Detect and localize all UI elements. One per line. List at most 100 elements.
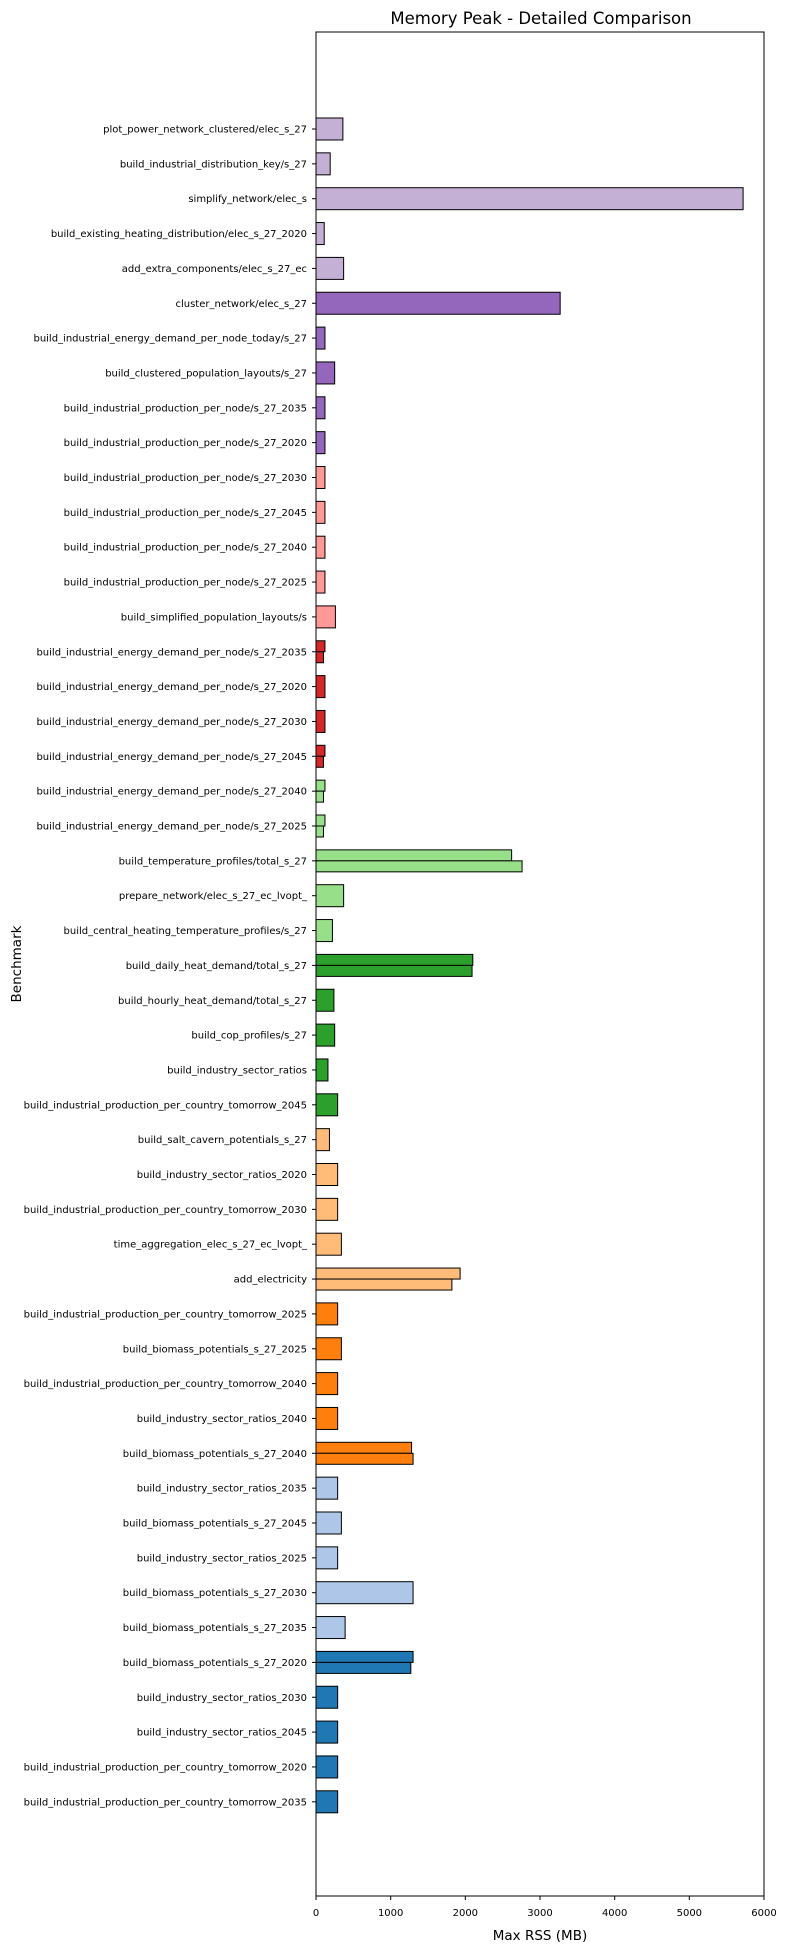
y-tick-label: build_industry_sector_ratios_2030 (137, 1693, 307, 1704)
bar-40-0 (315, 1511, 342, 1535)
y-tick-label: time_aggregation_elec_s_27_ec_lvopt_ (114, 1240, 308, 1251)
y-tick-label: build_temperature_profiles/total_s_27 (119, 856, 307, 867)
chart-title: Memory Peak - Detailed Comparison (390, 9, 691, 28)
bar-35-0 (315, 1337, 342, 1361)
bar-10-0 (315, 466, 326, 489)
bar-8-0 (315, 396, 326, 420)
y-tick-label: build_industrial_energy_demand_per_node/… (36, 822, 307, 833)
x-tick-label: 4000 (602, 1908, 627, 1919)
bar-44-0 (315, 1650, 414, 1663)
y-tick-label: cluster_network/elec_s_27 (175, 299, 307, 310)
y-tick-label: build_daily_heat_demand/total_s_27 (126, 961, 307, 972)
bar-18-1 (315, 755, 324, 768)
bar-30-0 (315, 1163, 339, 1186)
bar-24-0 (315, 953, 474, 966)
bar-17-0 (315, 709, 326, 733)
y-tick-label: plot_power_network_clustered/elec_s_27 (103, 125, 307, 136)
y-tick-labels: plot_power_network_clustered/elec_s_27bu… (24, 125, 316, 1808)
y-tick-label: build_industrial_production_per_node/s_2… (64, 508, 307, 519)
bar-22-0 (315, 884, 345, 908)
y-tick-label: build_hourly_heat_demand/total_s_27 (118, 996, 307, 1007)
y-tick-label: add_extra_components/elec_s_27_ec (122, 264, 307, 275)
bar-9-0 (315, 431, 326, 455)
bar-42-0 (315, 1581, 414, 1605)
y-tick-label: build_industrial_energy_demand_per_node/… (36, 682, 307, 693)
y-tick-label: build_industrial_production_per_country_… (24, 1100, 307, 1111)
bar-37-0 (315, 1406, 339, 1430)
bar-19-1 (315, 790, 324, 803)
bar-3-0 (315, 222, 325, 246)
y-tick-label: build_industrial_energy_demand_per_node/… (36, 752, 307, 763)
bar-38-1 (315, 1452, 414, 1465)
bar-39-0 (315, 1476, 339, 1500)
x-tick-label: 5000 (677, 1908, 702, 1919)
bar-13-0 (315, 570, 326, 594)
bar-34-0 (315, 1302, 339, 1326)
bar-31-0 (315, 1197, 339, 1221)
y-tick-label: build_biomass_potentials_s_27_2040 (123, 1449, 307, 1460)
y-tick-label: build_industrial_energy_demand_per_node/… (36, 647, 307, 658)
x-axis-label: Max RSS (MB) (493, 1928, 587, 1944)
y-tick-label: build_industry_sector_ratios_2025 (137, 1553, 307, 1564)
y-tick-label: build_industry_sector_ratios (167, 1065, 307, 1076)
x-tick-label: 0 (313, 1908, 319, 1919)
y-tick-label: simplify_network/elec_s (188, 194, 307, 205)
bar-6-0 (315, 326, 326, 350)
y-tick-label: build_clustered_population_layouts/s_27 (105, 368, 307, 379)
x-tick-label: 1000 (378, 1908, 403, 1919)
y-tick-label: build_central_heating_temperature_profil… (64, 926, 307, 937)
y-axis-label: Benchmark (9, 925, 25, 1002)
y-tick-label: build_cop_profiles/s_27 (191, 1031, 307, 1042)
bar-25-0 (315, 988, 335, 1012)
y-tick-label: build_industrial_energy_demand_per_node_… (33, 334, 307, 345)
x-tick-label: 2000 (453, 1908, 478, 1919)
bar-38-0 (315, 1441, 413, 1454)
bar-48-0 (315, 1790, 339, 1814)
y-tick-label: build_industrial_energy_demand_per_node/… (36, 787, 307, 798)
y-tick-label: build_industrial_production_per_country_… (24, 1309, 307, 1320)
bar-33-1 (315, 1278, 453, 1291)
y-tick-label: build_simplified_population_layouts/s (121, 612, 307, 623)
bar-44-1 (315, 1661, 412, 1674)
bar-7-0 (315, 361, 336, 385)
y-tick-label: build_industry_sector_ratios_2020 (137, 1170, 307, 1181)
bar-33-0 (315, 1267, 461, 1280)
bar-28-0 (315, 1093, 339, 1117)
bar-46-0 (315, 1720, 339, 1744)
bar-26-0 (315, 1023, 336, 1047)
y-tick-label: build_biomass_potentials_s_27_2025 (123, 1344, 307, 1355)
bar-20-1 (315, 825, 324, 838)
bar-16-0 (315, 675, 326, 699)
y-tick-label: build_industry_sector_ratios_2035 (137, 1484, 307, 1495)
plot-frame (315, 31, 765, 1897)
bar-0-0 (315, 117, 344, 141)
y-tick-label: prepare_network/elec_s_27_ec_lvopt_ (119, 891, 308, 902)
y-tick-label: build_industry_sector_ratios_2040 (137, 1414, 307, 1425)
y-tick-label: build_industrial_production_per_node/s_2… (64, 578, 307, 589)
y-tick-label: build_industrial_production_per_node/s_2… (64, 403, 307, 414)
bar-5-0 (315, 291, 561, 315)
bars-layer (315, 117, 744, 1814)
y-tick-label: add_electricity (234, 1275, 307, 1286)
y-tick-label: build_industrial_production_per_node/s_2… (64, 438, 307, 449)
bar-29-0 (315, 1128, 330, 1152)
bar-24-1 (315, 964, 473, 977)
bar-32-0 (315, 1232, 342, 1256)
bar-47-0 (315, 1755, 339, 1779)
bar-20-0 (315, 814, 326, 827)
y-tick-label: build_industrial_production_per_country_… (24, 1205, 307, 1216)
y-tick-label: build_industrial_distribution_key/s_27 (120, 159, 307, 170)
y-tick-label: build_industrial_production_per_node/s_2… (64, 543, 307, 554)
y-tick-label: build_industrial_production_per_country_… (24, 1762, 307, 1773)
y-tick-label: build_salt_cavern_potentials_s_27 (138, 1135, 307, 1146)
bar-15-1 (315, 651, 324, 664)
bar-23-0 (315, 919, 333, 943)
bar-1-0 (315, 152, 331, 176)
bar-2-0 (315, 187, 744, 211)
x-tick-labels: 0 1000 2000 3000 4000 5000 6000 (313, 1896, 777, 1919)
y-tick-label: build_existing_heating_distribution/elec… (51, 229, 307, 240)
bar-11-0 (315, 500, 326, 524)
bar-14-0 (315, 605, 336, 629)
y-tick-label: build_industrial_production_per_node/s_2… (64, 473, 307, 484)
